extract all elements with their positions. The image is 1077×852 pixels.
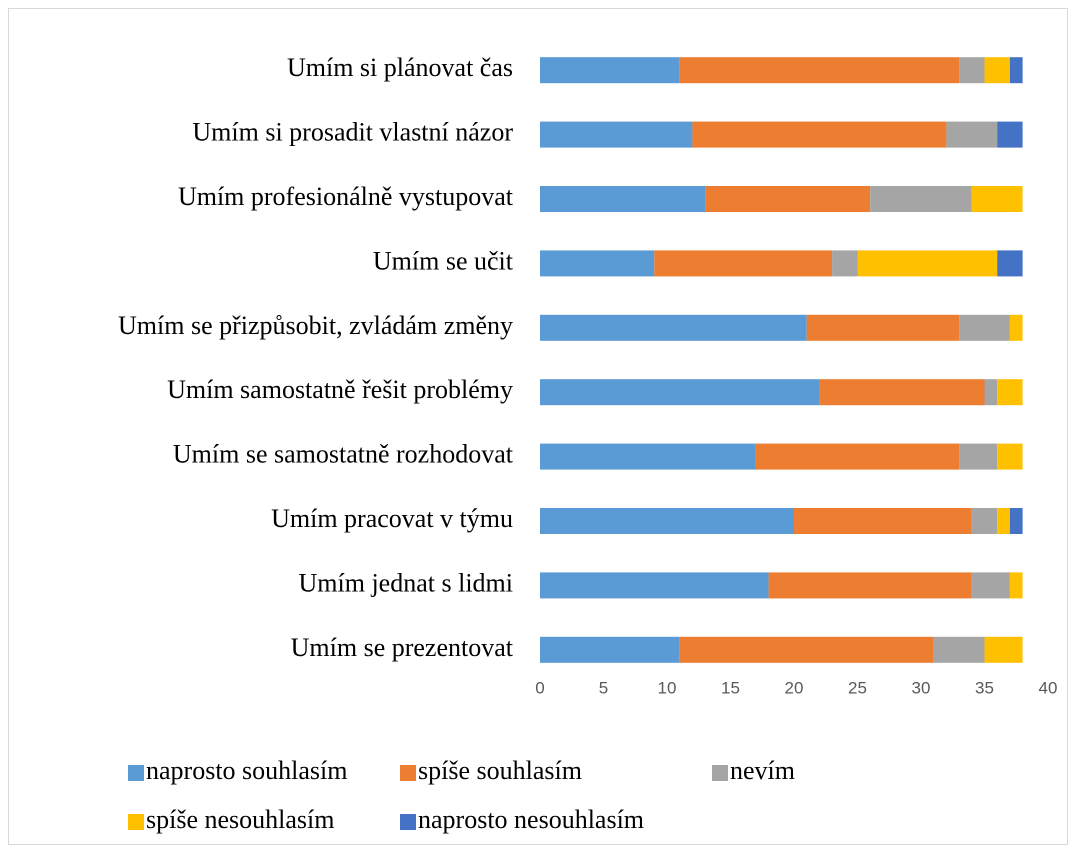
legend-swatch [400, 814, 416, 830]
bar-segment [540, 443, 756, 470]
legend-swatch [128, 765, 144, 781]
category-label: Umím si prosadit vlastní názor [192, 118, 513, 147]
bar-segment [984, 379, 998, 406]
x-tick-label: 5 [599, 678, 608, 697]
bar-segment [540, 250, 655, 277]
category-label: Umím samostatně řešit problémy [167, 375, 513, 404]
bar-segment [997, 379, 1023, 406]
category-label: Umím profesionálně vystupovat [178, 182, 514, 211]
bar-segment [870, 186, 972, 212]
bar-segment [794, 508, 972, 534]
legend-label: naprosto souhlasím [146, 756, 348, 785]
category-label: Umím se přizpůsobit, zvládám změny [118, 311, 513, 340]
category-label: Umím jednat s lidmi [299, 568, 514, 597]
legend-swatch [712, 765, 728, 781]
x-tick-label: 35 [975, 678, 994, 697]
bar-segment [540, 636, 680, 663]
bar-segment [971, 508, 998, 534]
bar-segment [959, 314, 1010, 341]
bar-segment [1009, 572, 1023, 599]
legend-label: spíše nesouhlasím [146, 805, 335, 834]
legend-swatch [128, 814, 144, 830]
bar-segment [971, 186, 1023, 212]
bar-segment [1009, 57, 1023, 84]
legend-swatch [400, 765, 416, 781]
bar-segment [540, 508, 794, 534]
bar-segment [692, 121, 947, 148]
bar-segment [1009, 314, 1023, 341]
category-label: Umím pracovat v týmu [271, 504, 513, 533]
bar-segment [654, 250, 833, 277]
bar-segment [832, 250, 858, 277]
bar-segment [679, 57, 960, 84]
bar-segment [997, 250, 1023, 277]
category-label: Umím si plánovat čas [287, 53, 513, 82]
category-label: Umím se samostatně rozhodovat [173, 440, 514, 469]
bar-segment [984, 57, 1010, 84]
bar-segment [946, 121, 998, 148]
bar-segment [540, 379, 820, 406]
bar-segment [959, 443, 998, 470]
bar-segment [540, 121, 693, 148]
bar-segment [984, 636, 1023, 663]
x-tick-label: 15 [721, 678, 740, 697]
bar-segment [997, 508, 1010, 534]
bar-segment [705, 186, 871, 212]
chart-border [8, 8, 1068, 845]
bar-segment [933, 636, 985, 663]
x-tick-label: 0 [535, 678, 544, 697]
bar-segment [755, 443, 960, 470]
x-tick-label: 40 [1039, 678, 1058, 697]
category-label: Umím se prezentovat [291, 633, 514, 662]
x-tick-label: 10 [658, 678, 677, 697]
legend-label: spíše souhlasím [418, 756, 582, 785]
bar-segment [959, 57, 985, 84]
bar-segment [971, 572, 1010, 599]
bar-segment [997, 443, 1023, 470]
x-tick-label: 25 [848, 678, 867, 697]
bar-segment [997, 121, 1023, 148]
bar-segment [768, 572, 972, 599]
bar-segment [857, 250, 998, 277]
bar-segment [819, 379, 985, 406]
bar-segment [540, 314, 807, 341]
legend-label: naprosto nesouhlasím [418, 805, 644, 834]
bar-segment [540, 57, 680, 84]
bar-segment [540, 186, 706, 212]
bar-segment [540, 572, 769, 599]
legend-label: nevím [730, 756, 795, 785]
category-label: Umím se učit [373, 246, 514, 275]
x-tick-label: 30 [912, 678, 931, 697]
x-tick-label: 20 [785, 678, 804, 697]
bar-segment [806, 314, 960, 341]
bar-segment [1009, 508, 1023, 534]
bar-segment [679, 636, 934, 663]
